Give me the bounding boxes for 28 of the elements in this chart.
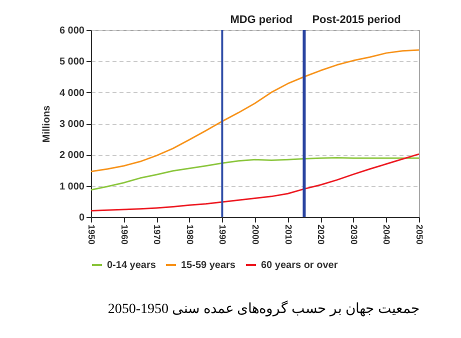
ref-line-label: MDG period xyxy=(230,14,293,26)
y-tick-label: 5 000 xyxy=(59,56,85,68)
y-tick-label: 0 xyxy=(78,212,85,224)
legend-label: 60 years or over xyxy=(261,260,338,271)
x-tick-label: 2030 xyxy=(348,224,359,245)
y-tick-label: 1 000 xyxy=(59,181,85,192)
line-series xyxy=(90,49,420,172)
x-tick-label: 1980 xyxy=(184,224,195,245)
y-axis-title: Millions xyxy=(41,104,52,143)
x-tick-label: 1990 xyxy=(218,224,228,245)
x-tick-label: 1950 xyxy=(86,224,96,245)
x-tick-label: 1960 xyxy=(119,224,130,245)
x-tick-label: 2010 xyxy=(283,224,294,245)
x-tick-label: 2050 xyxy=(414,224,424,245)
x-tick-label: 2020 xyxy=(316,224,326,245)
ref-line-label: Post-2015 period xyxy=(312,14,401,26)
y-tick-label: 2 000 xyxy=(59,150,85,162)
y-tick-label: 6 000 xyxy=(59,26,85,36)
x-tick-label: 1970 xyxy=(152,224,162,245)
x-tick-label: 2000 xyxy=(250,224,260,245)
x-tick-label: 2040 xyxy=(382,224,392,245)
y-tick-label: 3 000 xyxy=(59,119,85,130)
legend-label: 0-14 years xyxy=(107,260,156,271)
line-series xyxy=(90,157,420,191)
y-tick-label: 4 000 xyxy=(59,88,85,99)
line-series xyxy=(90,153,420,212)
text: جمعیت جهان بر حسب گروه‌های عمده سنی 1950-2050 xyxy=(106,300,420,318)
legend-label: 15-59 years xyxy=(181,260,236,271)
